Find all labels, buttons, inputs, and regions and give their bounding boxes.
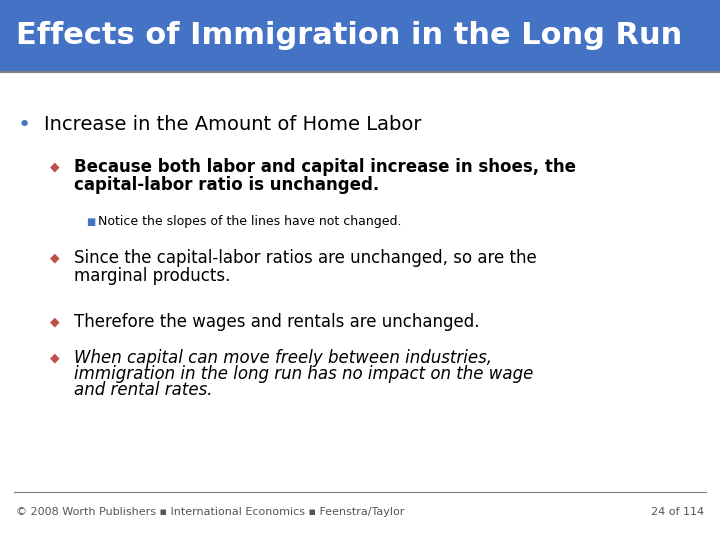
Text: immigration in the long run has no impact on the wage: immigration in the long run has no impac… [74,365,534,383]
Text: ◆: ◆ [50,352,60,365]
Text: Effects of Immigration in the Long Run: Effects of Immigration in the Long Run [16,22,683,51]
Text: •: • [18,115,31,135]
Text: Because both labor and capital increase in shoes, the: Because both labor and capital increase … [74,158,576,176]
Text: ■: ■ [86,217,95,227]
Text: ◆: ◆ [50,252,60,265]
Text: ◆: ◆ [50,315,60,328]
Text: © 2008 Worth Publishers ▪ International Economics ▪ Feenstra/Taylor: © 2008 Worth Publishers ▪ International … [16,507,405,517]
Text: Since the capital-labor ratios are unchanged, so are the: Since the capital-labor ratios are uncha… [74,249,536,267]
Text: marginal products.: marginal products. [74,267,230,285]
Text: Increase in the Amount of Home Labor: Increase in the Amount of Home Labor [44,116,421,134]
Text: 24 of 114: 24 of 114 [651,507,704,517]
Text: ◆: ◆ [50,160,60,173]
Text: When capital can move freely between industries,: When capital can move freely between ind… [74,349,492,367]
Text: and rental rates.: and rental rates. [74,381,212,399]
Text: Notice the slopes of the lines have not changed.: Notice the slopes of the lines have not … [98,215,402,228]
Text: Therefore the wages and rentals are unchanged.: Therefore the wages and rentals are unch… [74,313,480,331]
Bar [0,0,720,72]
Text: capital-labor ratio is unchanged.: capital-labor ratio is unchanged. [74,176,379,194]
